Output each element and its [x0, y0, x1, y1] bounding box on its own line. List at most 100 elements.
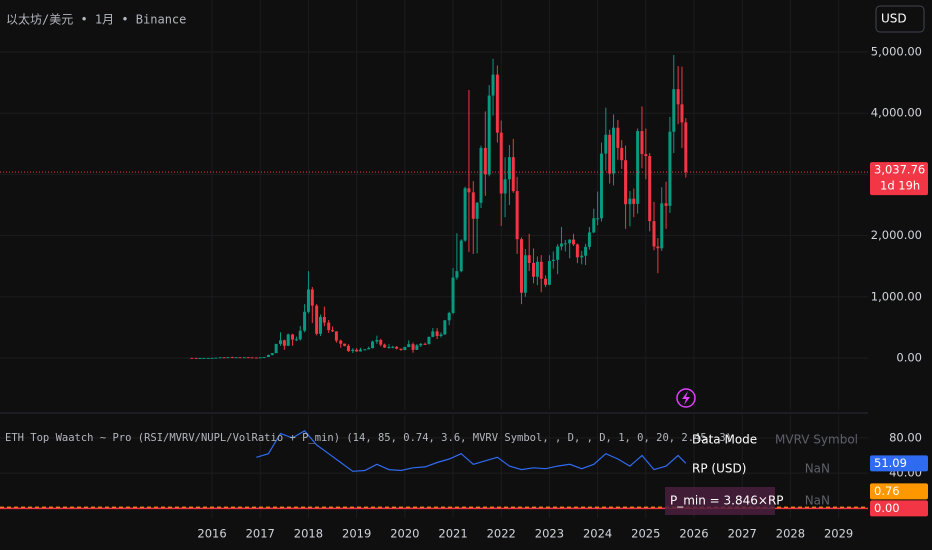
x-tick-label: 2023 — [535, 527, 564, 541]
candle-body — [327, 322, 331, 331]
candle-body — [310, 289, 314, 306]
candle-body — [202, 357, 206, 359]
candle-body — [218, 357, 222, 359]
candle-body — [286, 334, 290, 346]
candle-body — [515, 191, 519, 240]
candle-body — [262, 357, 266, 359]
y-tick-label: 5,000.00 — [871, 45, 922, 59]
candle-body — [580, 255, 584, 258]
candle-body — [451, 277, 455, 313]
candle-body — [250, 357, 254, 359]
candle-body — [278, 340, 282, 344]
x-tick-label: 2022 — [487, 527, 516, 541]
candle-body — [379, 339, 383, 345]
candle-body — [519, 239, 523, 293]
candle-body — [294, 339, 298, 341]
candle-body — [375, 339, 379, 342]
candle-body — [487, 95, 491, 175]
x-tick-label: 2018 — [294, 527, 323, 541]
candle-body — [507, 157, 511, 180]
candle-body — [572, 239, 576, 245]
candle-body — [298, 330, 302, 340]
y-tick-label: 80.00 — [889, 430, 922, 444]
candle-body — [266, 354, 270, 358]
y-tick-label: 4,000.00 — [871, 106, 922, 120]
candle-body — [523, 255, 527, 293]
candle-body — [660, 203, 664, 249]
table-cell: MVRV Symbol — [775, 433, 858, 447]
candle-body — [664, 203, 668, 206]
candle-body — [628, 198, 632, 205]
grid — [0, 0, 868, 518]
candle-body — [190, 357, 194, 359]
candle-body — [616, 127, 620, 148]
value-tag — [870, 455, 928, 472]
candle-body — [303, 311, 307, 331]
candle-body — [668, 131, 672, 206]
candle-body — [226, 357, 230, 359]
candle-body — [532, 262, 536, 277]
candle-body — [620, 147, 624, 161]
candle-body — [246, 357, 250, 359]
candle-body — [222, 357, 226, 359]
candle-body — [443, 320, 447, 335]
candle-body — [656, 246, 660, 249]
candle-body — [479, 147, 483, 203]
candle-body — [334, 331, 338, 341]
candle-body — [355, 349, 359, 352]
candle-body — [551, 259, 555, 261]
x-tick-label: 2017 — [246, 527, 275, 541]
candle-body — [556, 246, 560, 260]
candle-body — [539, 261, 543, 279]
candle-body — [258, 357, 262, 359]
x-tick-label: 2029 — [824, 527, 853, 541]
candle-body — [652, 221, 656, 247]
candle-body — [467, 188, 471, 193]
candle-body — [483, 147, 487, 175]
candle-body — [604, 134, 608, 154]
candle-body — [194, 357, 198, 359]
candle-body — [198, 357, 202, 359]
y-tick-label: 2,000.00 — [871, 228, 922, 242]
candle-body — [535, 261, 539, 277]
candle-body — [568, 239, 572, 244]
candle-body — [210, 357, 214, 359]
alert-icon[interactable] — [676, 388, 696, 408]
candle-body — [242, 357, 246, 359]
table-highlight — [665, 487, 775, 515]
table-cell: P_min = 3.846×RP — [670, 494, 784, 508]
x-tick-label: 2020 — [390, 527, 419, 541]
value-tag-label: 51.09 — [874, 456, 907, 470]
candle-body — [459, 240, 463, 272]
candle-body — [423, 343, 427, 345]
candle-body — [291, 334, 295, 340]
table-cell: NaN — [805, 494, 830, 508]
candle-body — [206, 357, 210, 359]
candle-body — [475, 202, 479, 219]
candle-body — [322, 316, 326, 323]
candle-body — [648, 156, 652, 222]
candle-body — [343, 343, 347, 346]
axes: 0.001,000.002,000.003,000.004,000.005,00… — [197, 45, 928, 541]
candle-body — [471, 192, 475, 219]
candle-body — [387, 346, 391, 348]
candle-body — [640, 131, 644, 155]
currency-label[interactable]: USD — [881, 12, 907, 26]
candle-body — [439, 334, 443, 336]
symbol-title: 以太坊/美元 • 1月 • Binance — [6, 12, 186, 27]
candle-body — [407, 344, 411, 347]
candle-body — [624, 160, 628, 205]
currency-button[interactable] — [875, 5, 925, 33]
x-tick-label: 2028 — [776, 527, 805, 541]
x-tick-label: 2016 — [197, 527, 226, 541]
candle-body — [612, 127, 616, 174]
candle-body — [463, 188, 467, 241]
candle-body — [563, 243, 567, 245]
candle-body — [499, 132, 503, 194]
candle-body — [491, 74, 495, 96]
candle-body — [427, 336, 431, 345]
candle-body — [274, 343, 278, 354]
candle-body — [495, 74, 499, 133]
